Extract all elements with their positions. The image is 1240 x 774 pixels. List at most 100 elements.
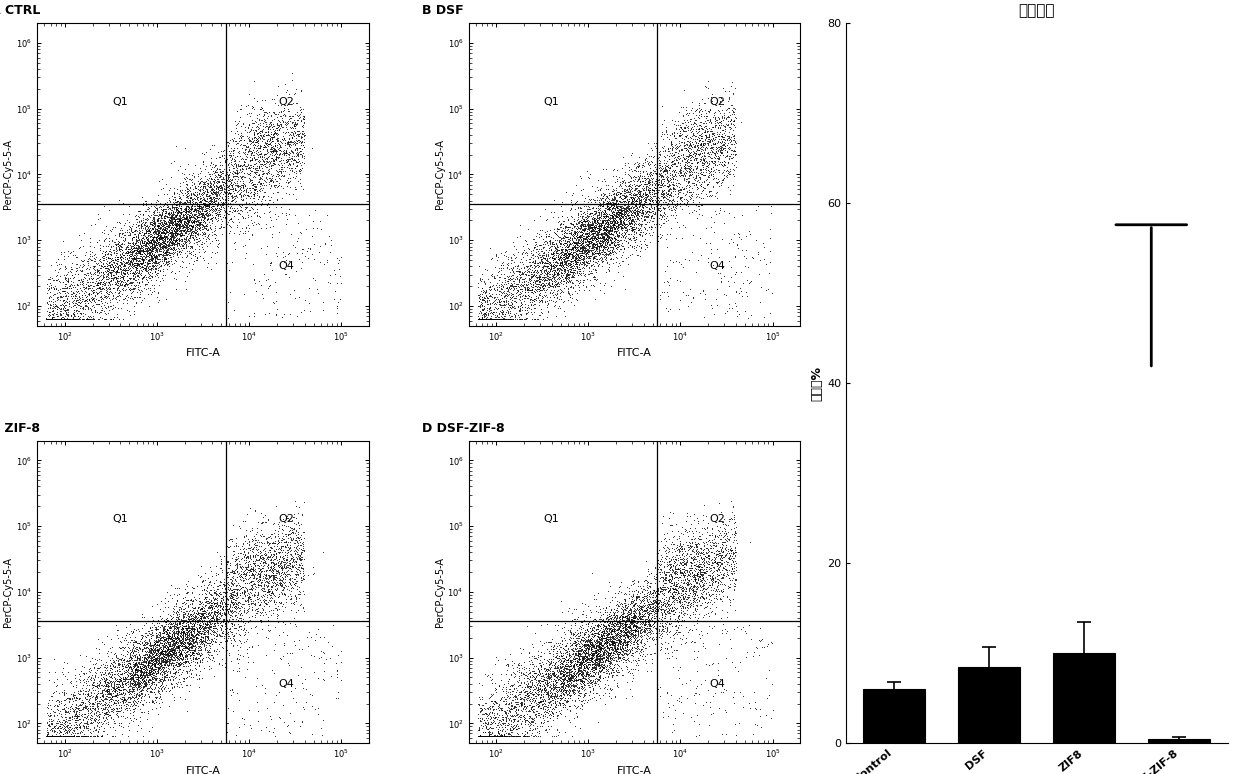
Point <box>120 282 140 294</box>
Point <box>657 165 677 177</box>
Point <box>621 192 641 204</box>
Point <box>143 252 162 265</box>
Point <box>683 141 703 153</box>
Point <box>560 669 580 681</box>
Point <box>167 641 187 653</box>
Point <box>38 728 58 740</box>
Point <box>175 215 195 228</box>
Point <box>154 622 174 635</box>
Point <box>620 618 640 631</box>
Point <box>166 611 186 623</box>
Point <box>556 256 575 269</box>
Point <box>626 607 646 619</box>
Point <box>150 680 170 692</box>
Point <box>696 141 715 153</box>
Point <box>231 164 250 176</box>
Point <box>614 204 634 217</box>
Point <box>130 245 150 257</box>
Point <box>598 628 618 640</box>
Point <box>484 313 503 325</box>
Point <box>496 668 516 680</box>
Point <box>174 214 193 227</box>
Point <box>207 598 227 611</box>
Point <box>608 642 627 655</box>
Point <box>114 694 134 706</box>
Point <box>469 312 489 324</box>
Point <box>591 652 611 664</box>
Point <box>549 259 569 272</box>
Point <box>574 218 594 231</box>
Point <box>274 554 294 567</box>
Point <box>151 666 171 679</box>
Point <box>587 623 606 635</box>
Point <box>145 660 165 673</box>
Point <box>579 652 599 664</box>
Point <box>670 596 689 608</box>
Point <box>694 566 714 578</box>
Point <box>469 313 489 325</box>
Point <box>568 669 588 681</box>
Point <box>40 313 60 325</box>
Point <box>140 685 160 697</box>
Point <box>570 217 590 230</box>
Point <box>294 303 314 316</box>
Point <box>680 609 699 622</box>
Point <box>77 313 97 325</box>
Point <box>640 192 660 204</box>
Point <box>547 277 567 289</box>
Point <box>95 673 115 685</box>
Point <box>583 217 603 229</box>
Point <box>511 280 531 293</box>
Point <box>580 635 600 647</box>
Point <box>584 231 604 244</box>
Point <box>557 238 577 250</box>
Point <box>36 312 56 324</box>
Point <box>756 259 776 271</box>
Point <box>717 564 737 577</box>
Point <box>151 221 171 234</box>
Point <box>573 632 593 644</box>
Point <box>263 570 283 583</box>
Point <box>191 238 211 250</box>
Point <box>658 204 678 216</box>
Point <box>619 612 639 625</box>
Point <box>492 731 512 743</box>
Point <box>496 731 516 743</box>
Point <box>591 198 611 211</box>
Point <box>45 307 64 319</box>
Point <box>622 200 642 213</box>
Point <box>82 669 102 681</box>
Point <box>556 221 575 233</box>
Point <box>567 656 587 668</box>
Point <box>629 622 649 634</box>
Point <box>603 197 622 209</box>
Point <box>662 596 682 608</box>
Point <box>156 230 176 242</box>
Point <box>603 224 622 237</box>
Point <box>583 647 603 659</box>
Point <box>154 221 174 233</box>
Point <box>191 197 211 209</box>
Point <box>273 544 293 557</box>
Point <box>161 231 181 244</box>
Point <box>122 663 141 676</box>
Point <box>626 622 646 634</box>
Point <box>577 281 596 293</box>
Point <box>185 216 205 228</box>
Point <box>174 210 193 222</box>
Point <box>224 577 244 590</box>
Point <box>559 265 579 277</box>
Point <box>268 556 288 568</box>
Point <box>484 307 503 319</box>
Point <box>587 273 606 286</box>
Point <box>242 146 262 158</box>
Point <box>150 603 170 615</box>
Point <box>259 121 279 133</box>
Point <box>497 281 517 293</box>
Point <box>136 631 156 643</box>
Point <box>210 601 229 613</box>
Point <box>548 223 568 235</box>
Point <box>500 680 520 692</box>
Point <box>687 539 707 551</box>
Point <box>548 711 568 724</box>
